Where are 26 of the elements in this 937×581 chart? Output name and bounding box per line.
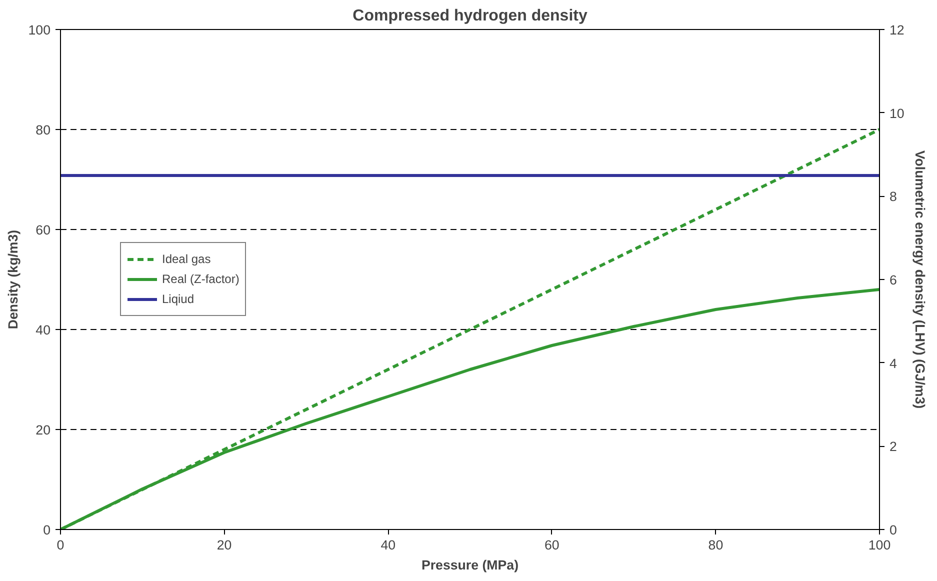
y2-tick-label: 4 xyxy=(890,356,898,371)
x-tick-label: 60 xyxy=(544,538,560,552)
x-tick-label: 100 xyxy=(868,538,891,552)
y2-tick-label: 8 xyxy=(890,189,897,204)
x-tick-label: 80 xyxy=(708,538,724,552)
y-tick-label: 20 xyxy=(36,422,51,438)
legend-label: Real (Z-factor) xyxy=(162,272,240,286)
y-tick-label: 80 xyxy=(36,122,51,138)
x-tick-label: 40 xyxy=(380,538,396,552)
y2-tick-label: 12 xyxy=(890,22,904,38)
y2-axis-title: Volumetric energy density (LHV) (GJ/m3) xyxy=(912,150,928,409)
x-tick-label: 20 xyxy=(216,538,232,552)
y-axis-title: Density (kg/m3) xyxy=(5,230,20,330)
y-tick-label: 60 xyxy=(36,222,51,238)
chart-title: Compressed hydrogen density xyxy=(352,8,588,24)
legend-label: Ideal gas xyxy=(162,252,211,266)
legend-label: Liqiud xyxy=(162,292,194,306)
x-tick-label: 0 xyxy=(56,538,64,552)
y2-tick-label: 0 xyxy=(890,522,897,538)
y2-tick-label: 6 xyxy=(890,272,897,288)
y-tick-label: 0 xyxy=(43,522,51,538)
x-axis-title: Pressure (MPa) xyxy=(421,558,519,572)
y-tick-label: 40 xyxy=(36,322,51,338)
y-tick-label: 100 xyxy=(28,22,51,38)
y2-tick-label: 2 xyxy=(890,439,897,454)
y2-tick-label: 10 xyxy=(890,106,904,121)
